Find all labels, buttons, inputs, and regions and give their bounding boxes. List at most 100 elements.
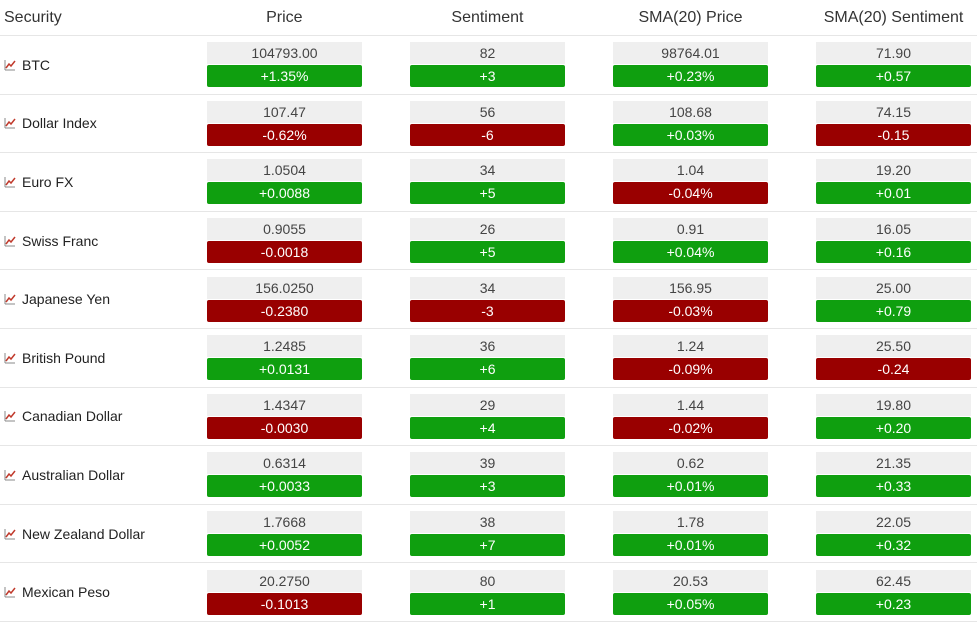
sma-sentiment-cell: 19.80 +0.20 bbox=[816, 393, 971, 439]
table-row[interactable]: Mexican Peso 20.2750 -0.1013 80 +1 20.53 +0.05… bbox=[0, 563, 977, 622]
sma-price-value: 0.91 bbox=[613, 218, 768, 241]
chart-line-icon[interactable] bbox=[4, 59, 16, 71]
sma-price-change-badge: -0.02% bbox=[613, 416, 768, 439]
table-body: BTC 104793.00 +1.35% 82 +3 98764.01 +0.23% 71.9… bbox=[0, 36, 977, 622]
sma-price-change-badge: +0.23% bbox=[613, 65, 768, 88]
sma-sentiment-cell: 25.00 +0.79 bbox=[816, 276, 971, 322]
sma-sentiment-cell: 71.90 +0.57 bbox=[816, 42, 971, 88]
price-cell: 20.2750 -0.1013 bbox=[207, 569, 362, 615]
security-name[interactable]: British Pound bbox=[22, 349, 106, 366]
sma-sentiment-value: 25.00 bbox=[816, 276, 971, 299]
sentiment-change-badge: +1 bbox=[410, 592, 565, 615]
sma-sentiment-value: 25.50 bbox=[816, 335, 971, 358]
sentiment-cell: 34 -3 bbox=[410, 276, 565, 322]
table-row[interactable]: Euro FX 1.0504 +0.0088 34 +5 1.04 -0.04% 19.20 +… bbox=[0, 153, 977, 212]
sentiment-value: 34 bbox=[410, 276, 565, 299]
sma-sentiment-change-badge: +0.32 bbox=[816, 534, 971, 557]
security-name[interactable]: Swiss Franc bbox=[22, 232, 99, 249]
security-cell[interactable]: Euro FX bbox=[0, 174, 204, 190]
chart-line-icon[interactable] bbox=[4, 586, 16, 598]
sma-price-change-badge: -0.04% bbox=[613, 182, 768, 205]
table-row[interactable]: Swiss Franc 0.9055 -0.0018 26 +5 0.91 +0.04% 16… bbox=[0, 212, 977, 271]
price-cell: 1.7668 +0.0052 bbox=[207, 511, 362, 557]
security-cell[interactable]: BTC bbox=[0, 57, 204, 73]
chart-line-icon[interactable] bbox=[4, 235, 16, 247]
price-value: 156.0250 bbox=[207, 276, 362, 299]
sma-sentiment-value: 62.45 bbox=[816, 569, 971, 592]
header-sma-sentiment[interactable]: SMA(20) Sentiment bbox=[823, 8, 964, 26]
sentiment-value: 82 bbox=[410, 42, 565, 65]
header-price[interactable]: Price bbox=[266, 8, 303, 26]
sentiment-value: 56 bbox=[410, 100, 565, 123]
price-value: 1.2485 bbox=[207, 335, 362, 358]
security-cell[interactable]: Japanese Yen bbox=[0, 291, 204, 307]
security-name[interactable]: BTC bbox=[22, 56, 50, 73]
sentiment-change-badge: +3 bbox=[410, 65, 565, 88]
sma-price-value: 20.53 bbox=[613, 569, 768, 592]
sma-sentiment-cell: 22.05 +0.32 bbox=[816, 511, 971, 557]
chart-line-icon[interactable] bbox=[4, 176, 16, 188]
price-cell: 0.9055 -0.0018 bbox=[207, 218, 362, 264]
sma-sentiment-change-badge: -0.24 bbox=[816, 358, 971, 381]
security-name[interactable]: Canadian Dollar bbox=[22, 408, 123, 425]
sentiment-cell: 34 +5 bbox=[410, 159, 565, 205]
price-change-badge: +0.0131 bbox=[207, 358, 362, 381]
sma-price-value: 108.68 bbox=[613, 100, 768, 123]
sentiment-value: 38 bbox=[410, 511, 565, 534]
security-cell[interactable]: New Zealand Dollar bbox=[0, 526, 204, 542]
sma-sentiment-change-badge: +0.01 bbox=[816, 182, 971, 205]
sma-price-change-badge: +0.05% bbox=[613, 592, 768, 615]
chart-line-icon[interactable] bbox=[4, 293, 16, 305]
sma-sentiment-value: 71.90 bbox=[816, 42, 971, 65]
sentiment-change-badge: +6 bbox=[410, 358, 565, 381]
table-row[interactable]: British Pound 1.2485 +0.0131 36 +6 1.24 -0.09%… bbox=[0, 329, 977, 388]
header-security[interactable]: Security bbox=[4, 8, 62, 26]
security-name[interactable]: Dollar Index bbox=[22, 115, 97, 132]
security-cell[interactable]: Australian Dollar bbox=[0, 467, 204, 483]
security-name[interactable]: Australian Dollar bbox=[22, 466, 125, 483]
security-name[interactable]: New Zealand Dollar bbox=[22, 525, 145, 542]
price-change-badge: -0.1013 bbox=[207, 592, 362, 615]
security-name[interactable]: Japanese Yen bbox=[22, 291, 110, 308]
sma-price-cell: 20.53 +0.05% bbox=[613, 569, 768, 615]
sma-price-cell: 156.95 -0.03% bbox=[613, 276, 768, 322]
price-change-badge: +0.0033 bbox=[207, 475, 362, 498]
price-value: 1.0504 bbox=[207, 159, 362, 182]
header-sentiment[interactable]: Sentiment bbox=[451, 8, 524, 26]
security-name[interactable]: Mexican Peso bbox=[22, 584, 110, 601]
sma-price-change-badge: +0.04% bbox=[613, 241, 768, 264]
chart-line-icon[interactable] bbox=[4, 469, 16, 481]
security-cell[interactable]: Mexican Peso bbox=[0, 584, 204, 600]
sentiment-change-badge: +3 bbox=[410, 475, 565, 498]
table-row[interactable]: New Zealand Dollar 1.7668 +0.0052 38 +7 1.78 +… bbox=[0, 505, 977, 564]
security-cell[interactable]: Dollar Index bbox=[0, 115, 204, 131]
sentiment-cell: 39 +3 bbox=[410, 452, 565, 498]
security-cell[interactable]: British Pound bbox=[0, 350, 204, 366]
header-sma-price[interactable]: SMA(20) Price bbox=[638, 8, 743, 26]
sma-price-value: 1.78 bbox=[613, 511, 768, 534]
sentiment-cell: 56 -6 bbox=[410, 100, 565, 146]
sma-price-cell: 0.62 +0.01% bbox=[613, 452, 768, 498]
security-name[interactable]: Euro FX bbox=[22, 173, 74, 190]
table-row[interactable]: Australian Dollar 0.6314 +0.0033 39 +3 0.62 +0… bbox=[0, 446, 977, 505]
chart-line-icon[interactable] bbox=[4, 410, 16, 422]
security-cell[interactable]: Canadian Dollar bbox=[0, 408, 204, 424]
price-value: 107.47 bbox=[207, 100, 362, 123]
sma-price-cell: 1.78 +0.01% bbox=[613, 511, 768, 557]
sma-sentiment-change-badge: +0.79 bbox=[816, 299, 971, 322]
chart-line-icon[interactable] bbox=[4, 352, 16, 364]
table-row[interactable]: Canadian Dollar 1.4347 -0.0030 29 +4 1.44 -0.0… bbox=[0, 388, 977, 447]
chart-line-icon[interactable] bbox=[4, 117, 16, 129]
sentiment-change-badge: -6 bbox=[410, 123, 565, 146]
table-row[interactable]: Japanese Yen 156.0250 -0.2380 34 -3 156.95 -0.… bbox=[0, 270, 977, 329]
sma-price-cell: 108.68 +0.03% bbox=[613, 100, 768, 146]
sma-price-change-badge: -0.03% bbox=[613, 299, 768, 322]
chart-line-icon[interactable] bbox=[4, 528, 16, 540]
security-cell[interactable]: Swiss Franc bbox=[0, 233, 204, 249]
table-row[interactable]: BTC 104793.00 +1.35% 82 +3 98764.01 +0.23% 71.9… bbox=[0, 36, 977, 95]
sma-sentiment-change-badge: +0.23 bbox=[816, 592, 971, 615]
sma-price-cell: 0.91 +0.04% bbox=[613, 218, 768, 264]
table-row[interactable]: Dollar Index 107.47 -0.62% 56 -6 108.68 +0.03%… bbox=[0, 95, 977, 154]
sentiment-change-badge: +7 bbox=[410, 534, 565, 557]
sma-price-value: 156.95 bbox=[613, 276, 768, 299]
